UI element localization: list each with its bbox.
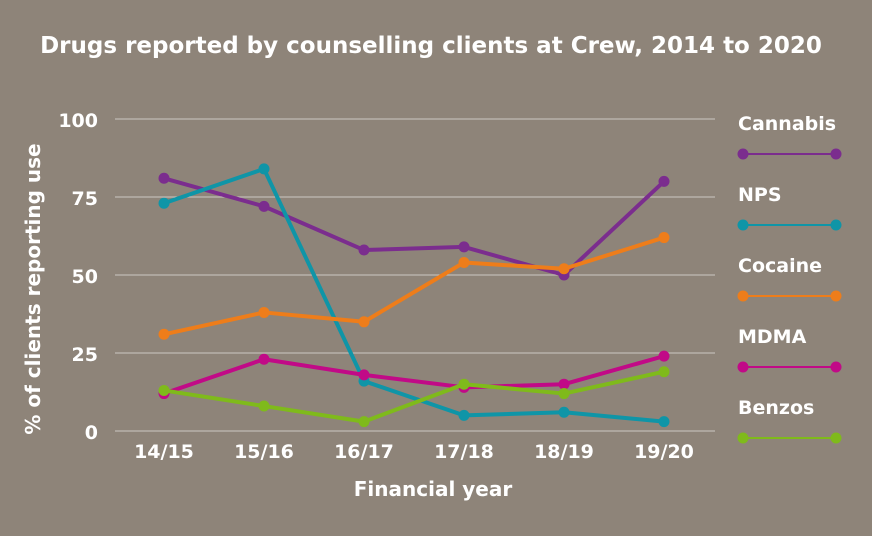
legend-label: Benzos	[738, 397, 814, 419]
legend-item: MDMA	[737, 326, 842, 373]
y-tick-label: 75	[72, 188, 98, 210]
data-point	[558, 378, 570, 390]
data-point	[658, 366, 670, 378]
legend-marker	[737, 148, 749, 160]
series-lines	[158, 163, 670, 428]
series-mdma	[158, 350, 670, 400]
data-point	[258, 200, 270, 212]
data-point	[158, 197, 170, 209]
y-tick-label: 0	[85, 422, 98, 444]
y-tick-label: 50	[72, 266, 98, 288]
series-benzos	[158, 366, 670, 428]
legend-label: MDMA	[738, 326, 807, 348]
x-tick-label: 17/18	[434, 441, 494, 463]
data-point	[158, 328, 170, 340]
data-point	[258, 400, 270, 412]
x-tick-label: 16/17	[334, 441, 394, 463]
legend-marker	[830, 432, 842, 444]
legend-label: Cocaine	[738, 255, 822, 277]
data-point	[258, 306, 270, 318]
x-tick-label: 15/16	[234, 441, 294, 463]
data-point	[558, 406, 570, 418]
data-point	[158, 172, 170, 184]
data-point	[358, 244, 370, 256]
legend: Cannabis NPS Cocaine MDMA Benzos	[737, 113, 842, 444]
series-line	[163, 369, 665, 424]
x-tick-label: 18/19	[534, 441, 594, 463]
data-point	[658, 350, 670, 362]
data-point	[558, 388, 570, 400]
x-axis-ticks: 14/15 15/16 16/17 17/18 18/19 19/20	[134, 441, 694, 463]
y-tick-label: 25	[72, 344, 98, 366]
legend-label: NPS	[738, 184, 782, 206]
data-point	[358, 316, 370, 328]
series-line	[163, 235, 665, 337]
legend-label: Cannabis	[738, 113, 836, 135]
legend-marker	[830, 361, 842, 373]
y-tick-label: 100	[58, 110, 98, 132]
data-point	[358, 369, 370, 381]
data-point	[358, 416, 370, 428]
chart-title: Drugs reported by counselling clients at…	[40, 33, 822, 59]
data-point	[558, 263, 570, 275]
data-point	[258, 353, 270, 365]
data-point	[458, 409, 470, 421]
data-point	[158, 384, 170, 396]
series-cannabis	[158, 172, 670, 281]
legend-marker	[737, 219, 749, 231]
legend-marker	[830, 290, 842, 302]
series-line	[163, 176, 666, 277]
x-tick-label: 14/15	[134, 441, 194, 463]
series-line	[163, 354, 665, 396]
legend-marker	[737, 361, 749, 373]
legend-marker	[830, 148, 842, 160]
legend-item: Cocaine	[737, 255, 842, 302]
data-point	[458, 257, 470, 269]
grid-lines	[115, 118, 715, 432]
legend-item: Benzos	[737, 397, 842, 444]
x-tick-label: 19/20	[634, 441, 694, 463]
y-axis-label: % of clients reporting use	[21, 143, 45, 434]
legend-marker	[737, 432, 749, 444]
x-axis-label: Financial year	[354, 477, 513, 501]
data-point	[258, 163, 270, 175]
data-point	[658, 175, 670, 187]
data-point	[458, 241, 470, 253]
data-point	[458, 378, 470, 390]
series-line	[163, 166, 665, 424]
series-cocaine	[158, 232, 670, 340]
y-axis-ticks: 0 25 50 75 100	[58, 110, 98, 444]
legend-item: NPS	[737, 184, 842, 231]
data-point	[658, 416, 670, 428]
legend-marker	[737, 290, 749, 302]
data-point	[658, 232, 670, 244]
legend-item: Cannabis	[737, 113, 842, 160]
legend-marker	[830, 219, 842, 231]
